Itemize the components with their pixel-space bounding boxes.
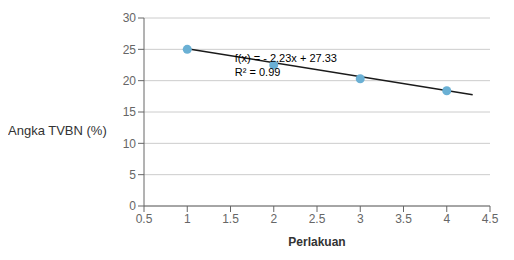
svg-text:4: 4	[443, 212, 450, 226]
svg-text:20: 20	[123, 74, 137, 88]
svg-text:f(x) = - 2.23x + 27.33R² = 0.9: f(x) = - 2.23x + 27.33R² = 0.99	[235, 52, 337, 78]
svg-text:2.5: 2.5	[309, 212, 326, 226]
svg-text:1: 1	[184, 212, 191, 226]
svg-text:15: 15	[123, 105, 137, 119]
svg-text:0.5: 0.5	[136, 212, 153, 226]
svg-text:10: 10	[123, 137, 137, 151]
svg-text:3: 3	[357, 212, 364, 226]
svg-text:0: 0	[129, 199, 136, 213]
svg-text:4.5: 4.5	[482, 212, 499, 226]
svg-text:5: 5	[129, 168, 136, 182]
svg-text:30: 30	[123, 11, 137, 25]
svg-text:2: 2	[270, 212, 277, 226]
svg-text:25: 25	[123, 43, 137, 57]
svg-text:3.5: 3.5	[395, 212, 412, 226]
svg-text:1.5: 1.5	[222, 212, 239, 226]
html-text:Angka TVBN (%): Angka TVBN (%)	[8, 122, 107, 138]
svg-text:Perlakuan: Perlakuan	[288, 235, 345, 249]
